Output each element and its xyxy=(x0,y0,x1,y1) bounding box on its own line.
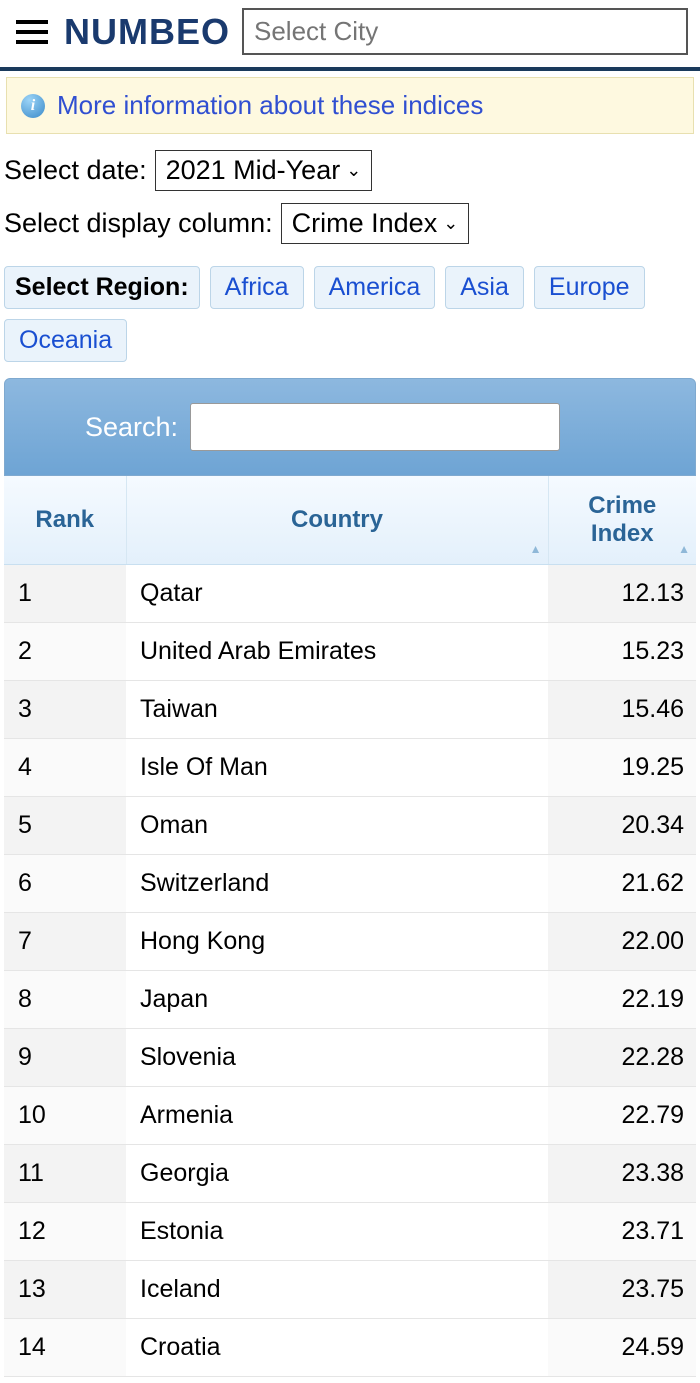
logo[interactable]: NUMBEO xyxy=(64,11,230,53)
table-row[interactable]: 11Georgia23.38 xyxy=(4,1145,696,1203)
column-dropdown[interactable]: Crime Index ⌄ xyxy=(281,203,470,244)
cell-rank: 1 xyxy=(4,565,126,623)
cell-rank: 3 xyxy=(4,681,126,739)
controls: Select date: 2021 Mid-Year ⌄ Select disp… xyxy=(0,140,700,262)
column-value: Crime Index xyxy=(292,208,438,239)
cell-country: Slovenia xyxy=(126,1029,548,1087)
menu-icon[interactable] xyxy=(12,16,52,48)
cell-country: Switzerland xyxy=(126,855,548,913)
region-filter: Select Region: Africa America Asia Europ… xyxy=(0,262,700,372)
table-row[interactable]: 12Estonia23.71 xyxy=(4,1203,696,1261)
region-label: Select Region: xyxy=(4,266,200,309)
table-search-bar: Search: xyxy=(4,378,696,476)
search-label: Search: xyxy=(85,412,178,443)
cell-rank: 4 xyxy=(4,739,126,797)
table-row[interactable]: 13Iceland23.75 xyxy=(4,1261,696,1319)
table-row[interactable]: 7Hong Kong22.00 xyxy=(4,913,696,971)
cell-crime: 19.25 xyxy=(548,739,696,797)
more-info-link[interactable]: More information about these indices xyxy=(57,90,483,121)
cell-rank: 8 xyxy=(4,971,126,1029)
info-icon: i xyxy=(21,94,45,118)
region-asia[interactable]: Asia xyxy=(445,266,524,309)
cell-country: Hong Kong xyxy=(126,913,548,971)
cell-crime: 15.46 xyxy=(548,681,696,739)
cell-country: Qatar xyxy=(126,565,548,623)
table-row[interactable]: 9Slovenia22.28 xyxy=(4,1029,696,1087)
chevron-down-icon: ⌄ xyxy=(346,160,361,181)
table-row[interactable]: 1Qatar12.13 xyxy=(4,565,696,623)
info-banner: i More information about these indices xyxy=(6,77,694,134)
column-label: Select display column: xyxy=(4,208,273,239)
cell-crime: 23.71 xyxy=(548,1203,696,1261)
cell-crime: 15.23 xyxy=(548,623,696,681)
date-value: 2021 Mid-Year xyxy=(166,155,341,186)
table-row[interactable]: 4Isle Of Man19.25 xyxy=(4,739,696,797)
cell-crime: 23.75 xyxy=(548,1261,696,1319)
cell-country: Croatia xyxy=(126,1319,548,1377)
sort-icon: ▲ xyxy=(678,542,690,556)
city-select-input[interactable] xyxy=(242,8,688,55)
table-row[interactable]: 3Taiwan15.46 xyxy=(4,681,696,739)
cell-rank: 11 xyxy=(4,1145,126,1203)
table-row[interactable]: 14Croatia24.59 xyxy=(4,1319,696,1377)
cell-rank: 13 xyxy=(4,1261,126,1319)
cell-country: Oman xyxy=(126,797,548,855)
sort-icon: ▲ xyxy=(530,542,542,556)
cell-crime: 12.13 xyxy=(548,565,696,623)
cell-rank: 7 xyxy=(4,913,126,971)
date-dropdown[interactable]: 2021 Mid-Year ⌄ xyxy=(155,150,373,191)
cell-rank: 14 xyxy=(4,1319,126,1377)
cell-rank: 12 xyxy=(4,1203,126,1261)
region-europe[interactable]: Europe xyxy=(534,266,645,309)
cell-rank: 6 xyxy=(4,855,126,913)
cell-crime: 24.59 xyxy=(548,1319,696,1377)
cell-crime: 21.62 xyxy=(548,855,696,913)
cell-country: Japan xyxy=(126,971,548,1029)
cell-crime: 22.00 xyxy=(548,913,696,971)
cell-country: Taiwan xyxy=(126,681,548,739)
col-header-crime[interactable]: Crime Index▲ xyxy=(548,476,696,565)
table-row[interactable]: 10Armenia22.79 xyxy=(4,1087,696,1145)
cell-country: United Arab Emirates xyxy=(126,623,548,681)
cell-rank: 5 xyxy=(4,797,126,855)
cell-rank: 10 xyxy=(4,1087,126,1145)
col-header-country[interactable]: Country▲ xyxy=(126,476,548,565)
table-container: Search: Rank Country▲ Crime Index▲ 1Qata… xyxy=(4,378,696,1377)
cell-country: Isle Of Man xyxy=(126,739,548,797)
table-row[interactable]: 6Switzerland21.62 xyxy=(4,855,696,913)
table-row[interactable]: 2United Arab Emirates15.23 xyxy=(4,623,696,681)
date-label: Select date: xyxy=(4,155,147,186)
region-africa[interactable]: Africa xyxy=(210,266,304,309)
table-row[interactable]: 5Oman20.34 xyxy=(4,797,696,855)
cell-crime: 22.28 xyxy=(548,1029,696,1087)
cell-crime: 23.38 xyxy=(548,1145,696,1203)
cell-rank: 2 xyxy=(4,623,126,681)
region-oceania[interactable]: Oceania xyxy=(4,319,127,362)
cell-crime: 20.34 xyxy=(548,797,696,855)
cell-country: Iceland xyxy=(126,1261,548,1319)
cell-crime: 22.79 xyxy=(548,1087,696,1145)
cell-country: Georgia xyxy=(126,1145,548,1203)
chevron-down-icon: ⌄ xyxy=(443,213,458,234)
cell-country: Estonia xyxy=(126,1203,548,1261)
table-row[interactable]: 8Japan22.19 xyxy=(4,971,696,1029)
cell-crime: 22.19 xyxy=(548,971,696,1029)
search-input[interactable] xyxy=(190,403,560,451)
col-header-rank[interactable]: Rank xyxy=(4,476,126,565)
region-america[interactable]: America xyxy=(314,266,436,309)
header: NUMBEO xyxy=(0,0,700,71)
crime-table: Rank Country▲ Crime Index▲ 1Qatar12.132U… xyxy=(4,476,696,1377)
cell-country: Armenia xyxy=(126,1087,548,1145)
cell-rank: 9 xyxy=(4,1029,126,1087)
